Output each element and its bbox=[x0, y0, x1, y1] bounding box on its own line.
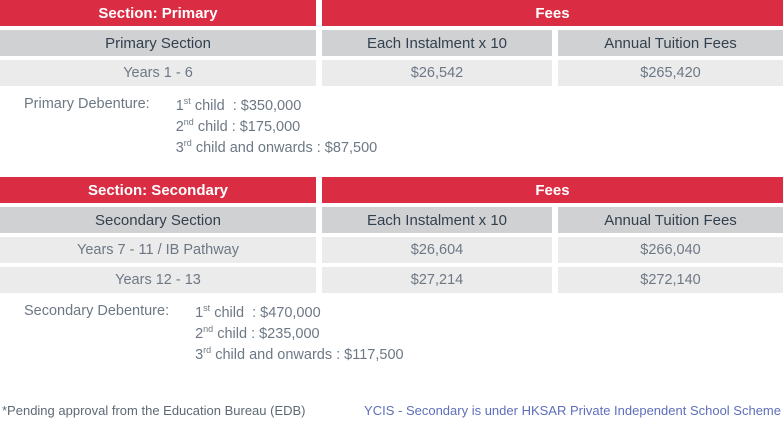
secondary-row1-annual-value: $266,040 bbox=[558, 237, 783, 263]
ordinal-suffix: rd bbox=[183, 138, 192, 149]
primary-debenture-line-3: 3rd child and onwards : $87,500 bbox=[175, 138, 378, 156]
ordinal-suffix: st bbox=[203, 303, 211, 314]
secondary-debenture-line-2: 2nd child : $235,000 bbox=[195, 324, 320, 342]
secondary-debenture-line-3: 3rd child and onwards : $117,500 bbox=[195, 345, 404, 363]
footer-notes: *Pending approval from the Education Bur… bbox=[0, 403, 783, 418]
ordinal-suffix: nd bbox=[203, 324, 214, 335]
secondary-section-header: Section: Secondary bbox=[0, 177, 316, 203]
primary-column-header-section: Primary Section bbox=[0, 30, 316, 56]
secondary-fees-header: Fees bbox=[322, 177, 783, 203]
primary-fee-table: Section: Primary Fees Primary Section Ea… bbox=[0, 0, 783, 86]
primary-fees-header: Fees bbox=[322, 0, 783, 26]
primary-debenture-label: Primary Debenture: bbox=[24, 96, 150, 112]
secondary-fee-table: Section: Secondary Fees Secondary Sectio… bbox=[0, 177, 783, 293]
primary-row-annual-value: $265,420 bbox=[558, 60, 783, 86]
secondary-debenture-line-1: 1st child : $470,000 bbox=[195, 303, 321, 321]
ycis-scheme-note: YCIS - Secondary is under HKSAR Private … bbox=[364, 403, 781, 418]
secondary-row2-instalment-value: $27,214 bbox=[322, 267, 552, 293]
primary-row-years-label: Years 1 - 6 bbox=[0, 60, 316, 86]
primary-debenture-lines: 1st child : $350,000 2nd child : $175,00… bbox=[176, 96, 378, 159]
secondary-row2-annual-value: $272,140 bbox=[558, 267, 783, 293]
secondary-column-header-instalment: Each Instalment x 10 bbox=[322, 207, 552, 233]
primary-debenture: Primary Debenture: 1st child : $350,000 … bbox=[0, 96, 783, 159]
secondary-row1-years-label: Years 7 - 11 / IB Pathway bbox=[0, 237, 316, 263]
fees-page: Section: Primary Fees Primary Section Ea… bbox=[0, 0, 783, 418]
pending-approval-note: *Pending approval from the Education Bur… bbox=[2, 403, 306, 418]
ordinal-suffix: nd bbox=[183, 117, 194, 128]
secondary-column-header-section: Secondary Section bbox=[0, 207, 316, 233]
secondary-debenture-lines: 1st child : $470,000 2nd child : $235,00… bbox=[195, 303, 404, 366]
primary-section-header: Section: Primary bbox=[0, 0, 316, 26]
primary-row-instalment-value: $26,542 bbox=[322, 60, 552, 86]
primary-column-header-instalment: Each Instalment x 10 bbox=[322, 30, 552, 56]
primary-debenture-line-1: 1st child : $350,000 bbox=[175, 96, 302, 114]
secondary-row2-years-label: Years 12 - 13 bbox=[0, 267, 316, 293]
primary-column-header-annual: Annual Tuition Fees bbox=[558, 30, 783, 56]
primary-debenture-line-2: 2nd child : $175,000 bbox=[175, 117, 301, 135]
secondary-column-header-annual: Annual Tuition Fees bbox=[558, 207, 783, 233]
ordinal-suffix: rd bbox=[203, 345, 212, 356]
secondary-debenture: Secondary Debenture: 1st child : $470,00… bbox=[0, 303, 783, 366]
secondary-row1-instalment-value: $26,604 bbox=[322, 237, 552, 263]
secondary-debenture-label: Secondary Debenture: bbox=[24, 303, 170, 319]
ordinal-suffix: st bbox=[183, 96, 191, 107]
